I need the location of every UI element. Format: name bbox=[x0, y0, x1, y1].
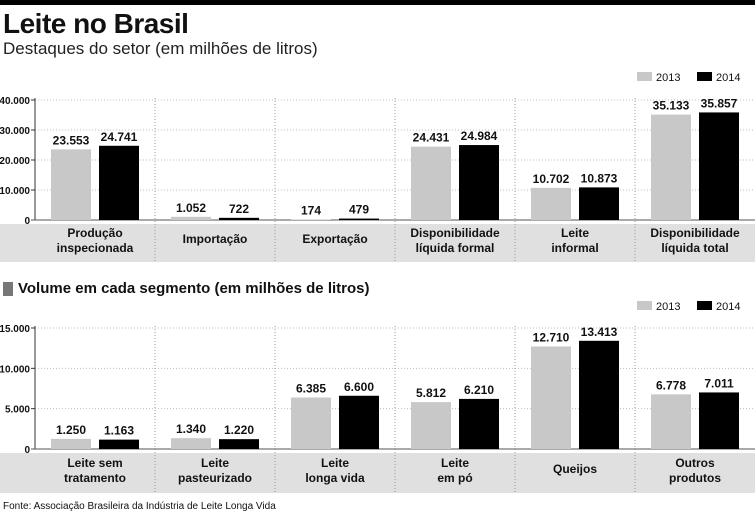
c1-category-label: Disponibilidade bbox=[410, 226, 500, 240]
c2-legend-label-2014: 2014 bbox=[716, 301, 740, 313]
c2-ytick-label: 0 bbox=[24, 445, 30, 456]
section-marker-icon bbox=[3, 281, 13, 296]
c2-data-label-2014: 7.011 bbox=[704, 376, 734, 390]
c1-data-label-2014: 479 bbox=[349, 203, 369, 217]
c1-data-label-2013: 10.702 bbox=[533, 172, 570, 186]
c1-data-label-2013: 23.553 bbox=[53, 133, 90, 147]
c2-legend-swatch-2013 bbox=[637, 301, 652, 310]
section2-heading: Volume em cada segmento (em milhões de l… bbox=[3, 280, 369, 297]
c2-category-label: em pó bbox=[437, 471, 472, 485]
c2-data-label-2013: 5.812 bbox=[416, 386, 446, 400]
c1-bar-2014 bbox=[339, 218, 379, 220]
c1-data-label-2014: 24.984 bbox=[461, 129, 498, 143]
c1-bar-2013 bbox=[411, 146, 451, 220]
c2-category-label: Leite sem bbox=[67, 456, 122, 470]
c2-bar-2013 bbox=[531, 346, 571, 449]
c2-legend-swatch-2014 bbox=[697, 301, 712, 310]
c1-data-label-2014: 35.857 bbox=[701, 96, 738, 110]
c1-bar-2013 bbox=[51, 149, 91, 220]
section2-title: Volume em cada segmento (em milhões de l… bbox=[18, 280, 370, 297]
c1-bar-2014 bbox=[699, 112, 739, 220]
c1-bar-2014 bbox=[99, 145, 139, 220]
c1-legend-label-2013: 2013 bbox=[656, 72, 680, 84]
c2-category-label: longa vida bbox=[305, 471, 365, 485]
c2-bar-2013 bbox=[51, 438, 91, 449]
c1-category-label: líquida formal bbox=[416, 241, 495, 255]
c1-ytick-label: 40.000 bbox=[0, 96, 30, 107]
c2-data-label-2014: 1.163 bbox=[104, 424, 134, 438]
c2-ytick-label: 15.000 bbox=[0, 324, 30, 335]
c2-data-label-2013: 1.250 bbox=[56, 423, 86, 437]
c2-category-label: Leite bbox=[441, 456, 469, 470]
chart-segmentos: 2013 2014 0 5.000 10.000 15.000 1.250 1.163 Leit… bbox=[0, 301, 755, 493]
c2-bar-2014 bbox=[579, 340, 619, 449]
c2-bar-2014 bbox=[339, 395, 379, 449]
c1-legend-swatch-2014 bbox=[697, 72, 712, 81]
c2-data-label-2014: 6.210 bbox=[464, 383, 494, 397]
c1-category-label: Produção bbox=[67, 226, 122, 240]
c1-data-label-2014: 24.741 bbox=[101, 130, 138, 144]
c1-ytick-label: 30.000 bbox=[0, 126, 30, 137]
c1-bar-2013 bbox=[531, 187, 571, 220]
c1-category-label: inspecionada bbox=[57, 241, 134, 255]
c2-data-label-2013: 6.778 bbox=[656, 378, 686, 392]
c2-bar-2013 bbox=[411, 402, 451, 449]
c1-bar-2013 bbox=[171, 216, 211, 220]
c1-bar-2014 bbox=[579, 187, 619, 220]
c2-bar-2013 bbox=[651, 394, 691, 449]
c2-bar-2014 bbox=[99, 439, 139, 449]
source-note: Fonte: Associação Brasileira da Indústri… bbox=[3, 501, 276, 512]
c1-ytick-label: 10.000 bbox=[0, 186, 30, 197]
c2-category-label: Queijos bbox=[553, 462, 597, 476]
c2-legend-label-2013: 2013 bbox=[656, 301, 680, 313]
c2-data-label-2013: 12.710 bbox=[533, 330, 570, 344]
c1-category-label: Importação bbox=[183, 232, 248, 246]
c2-category-band bbox=[0, 453, 755, 493]
c2-data-label-2014: 13.413 bbox=[581, 325, 618, 339]
c1-data-label-2013: 174 bbox=[301, 203, 321, 217]
c1-category-label: Disponibilidade bbox=[650, 226, 740, 240]
c2-bar-2014 bbox=[459, 398, 499, 449]
c2-data-label-2013: 1.340 bbox=[176, 422, 206, 436]
c1-data-label-2014: 10.873 bbox=[581, 171, 618, 185]
c1-bar-2013 bbox=[651, 114, 691, 220]
c1-ytick-label: 0 bbox=[24, 216, 30, 227]
c2-category-label: tratamento bbox=[64, 471, 126, 485]
c2-bar-2014 bbox=[219, 439, 259, 449]
c2-category-label: Outros bbox=[675, 456, 715, 470]
c1-data-label-2013: 24.431 bbox=[413, 131, 450, 145]
c1-legend-label-2014: 2014 bbox=[716, 72, 740, 84]
c1-data-label-2013: 35.133 bbox=[653, 99, 690, 113]
c1-bar-2014 bbox=[459, 145, 499, 220]
c2-category-label: produtos bbox=[669, 471, 721, 485]
c2-bar-2013 bbox=[291, 397, 331, 449]
c1-ytick-label: 20.000 bbox=[0, 156, 30, 167]
c2-bar-2013 bbox=[171, 438, 211, 449]
c1-bar-2014 bbox=[219, 217, 259, 220]
c1-data-label-2014: 722 bbox=[229, 202, 249, 216]
c2-data-label-2014: 6.600 bbox=[344, 380, 374, 394]
c1-category-label: informal bbox=[551, 241, 598, 255]
c1-bar-2013 bbox=[291, 219, 331, 220]
c1-category-label: líquida total bbox=[661, 241, 728, 255]
c2-bar-2014 bbox=[699, 392, 739, 449]
c1-data-label-2013: 1.052 bbox=[176, 201, 206, 215]
c2-ytick-label: 10.000 bbox=[0, 364, 30, 375]
c1-category-band bbox=[0, 224, 755, 262]
c2-data-label-2014: 1.220 bbox=[224, 423, 254, 437]
c2-category-label: Leite bbox=[321, 456, 349, 470]
page-subtitle: Destaques do setor (em milhões de litros… bbox=[3, 39, 318, 58]
c2-category-label: pasteurizado bbox=[178, 471, 252, 485]
top-rule bbox=[0, 0, 755, 5]
page-title: Leite no Brasil bbox=[3, 8, 189, 39]
chart-destaques: 2013 2014 0 10.000 20.000 30.000 40.000 23.553 2… bbox=[0, 72, 755, 262]
c1-category-label: Leite bbox=[561, 226, 589, 240]
c1-category-label: Exportação bbox=[302, 232, 367, 246]
c1-legend-swatch-2013 bbox=[637, 72, 652, 81]
c2-category-label: Leite bbox=[201, 456, 229, 470]
c2-data-label-2013: 6.385 bbox=[296, 381, 326, 395]
c2-ytick-label: 5.000 bbox=[5, 405, 30, 416]
